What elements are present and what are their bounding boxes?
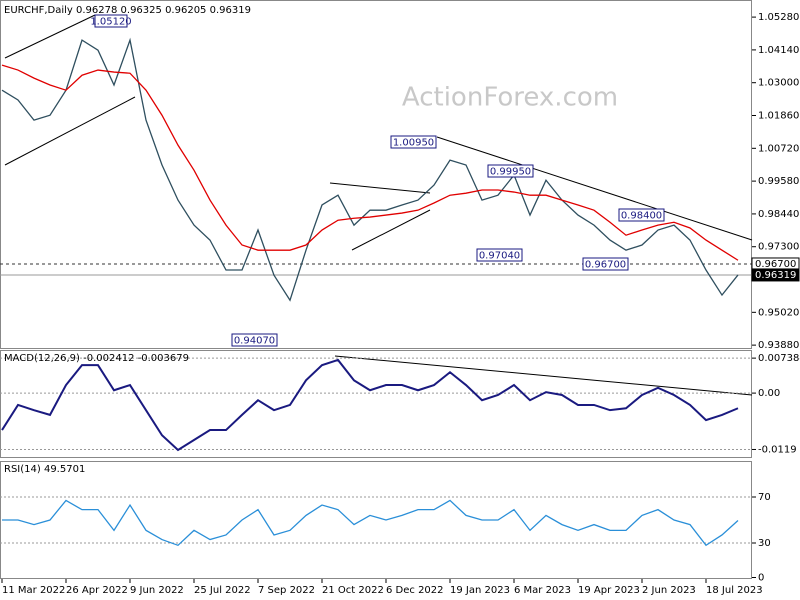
price-label: 0.96700 (755, 259, 796, 270)
annotation-label: 0.96700 (585, 260, 626, 271)
x-tick-label: 19 Jan 2023 (450, 585, 510, 596)
macd-panel (0, 350, 752, 458)
triangle-line (329, 182, 431, 194)
series-layer (0, 37, 752, 547)
y-tick-label: 30 (758, 538, 771, 549)
channel-line (4, 96, 136, 166)
series-line (1, 64, 739, 261)
y-tick-label: 1.04140 (758, 45, 799, 56)
y-tick-label: 0.97300 (758, 242, 799, 253)
y-tick-label: 1.03000 (758, 78, 799, 89)
channel-line (4, 14, 96, 59)
rsi-panel (0, 461, 752, 579)
annotation: 0.97040 (476, 248, 523, 262)
series-line (1, 37, 739, 302)
trend-line (436, 136, 753, 241)
y-tick-label: 0.93880 (758, 340, 799, 351)
y-tick-label: 0.95020 (758, 307, 799, 318)
annotation: 0.94070 (231, 333, 278, 347)
series-line (2, 499, 739, 547)
annotation-label: 0.98400 (621, 211, 662, 222)
annotation-label: 0.94070 (234, 336, 275, 347)
x-tick-label: 21 Oct 2022 (322, 585, 384, 596)
y-tick-label: -0.0119 (758, 444, 797, 455)
x-tick-label: 25 Jul 2022 (194, 585, 251, 596)
annotation-label: 1.00950 (393, 138, 434, 149)
macd-trend-line (334, 355, 753, 396)
x-tick-label: 2 Jun 2023 (642, 585, 696, 596)
macd-title: MACD(12,26,9) -0.002412 -0.003679 (4, 353, 189, 364)
annotation-label: 0.97040 (479, 251, 520, 262)
series-line (1, 358, 739, 452)
y-tick-label: 1.00720 (758, 143, 799, 154)
y-tick-label: 0.99580 (758, 176, 799, 187)
price-label: 0.96319 (755, 270, 796, 281)
rsi-title: RSI(14) 49.5701 (4, 464, 85, 475)
x-tick-label: 19 Apr 2023 (578, 585, 640, 596)
y-tick-label: 0.00 (758, 388, 780, 399)
annotation: 1.05120 (90, 14, 132, 28)
y-tick-label: 1.01860 (758, 111, 799, 122)
y-tick-label: 0 (758, 573, 764, 584)
price-panel (0, 0, 752, 349)
annotation: 0.99950 (487, 164, 534, 178)
annotation-label: 1.05120 (90, 17, 131, 28)
y-tick-label: 0.007384 (758, 353, 800, 364)
x-tick-label: 9 Jun 2022 (130, 585, 184, 596)
x-tick-label: 7 Sep 2022 (258, 585, 315, 596)
x-tick-label: 18 Jul 2023 (706, 585, 763, 596)
annotation-label: 0.99950 (490, 167, 531, 178)
y-tick-label: 0.98440 (758, 209, 799, 220)
y-tick-label: 1.05280 (758, 12, 799, 23)
x-tick-label: 6 Dec 2022 (386, 585, 444, 596)
annotation: 1.00950 (390, 135, 437, 149)
annotation: 0.98400 (618, 208, 665, 222)
watermark: ActionForex.com (402, 83, 618, 113)
price-label-box (751, 268, 800, 282)
y-tick-label: 70 (758, 492, 771, 503)
x-tick-label: 11 Mar 2022 (2, 585, 65, 596)
triangle-line (351, 209, 431, 251)
x-tick-label: 26 Apr 2022 (66, 585, 128, 596)
annotation: 0.96700 (582, 257, 629, 271)
chart-title: EURCHF,Daily 0.96278 0.96325 0.96205 0.9… (4, 5, 251, 16)
x-tick-label: 6 Mar 2023 (514, 585, 571, 596)
